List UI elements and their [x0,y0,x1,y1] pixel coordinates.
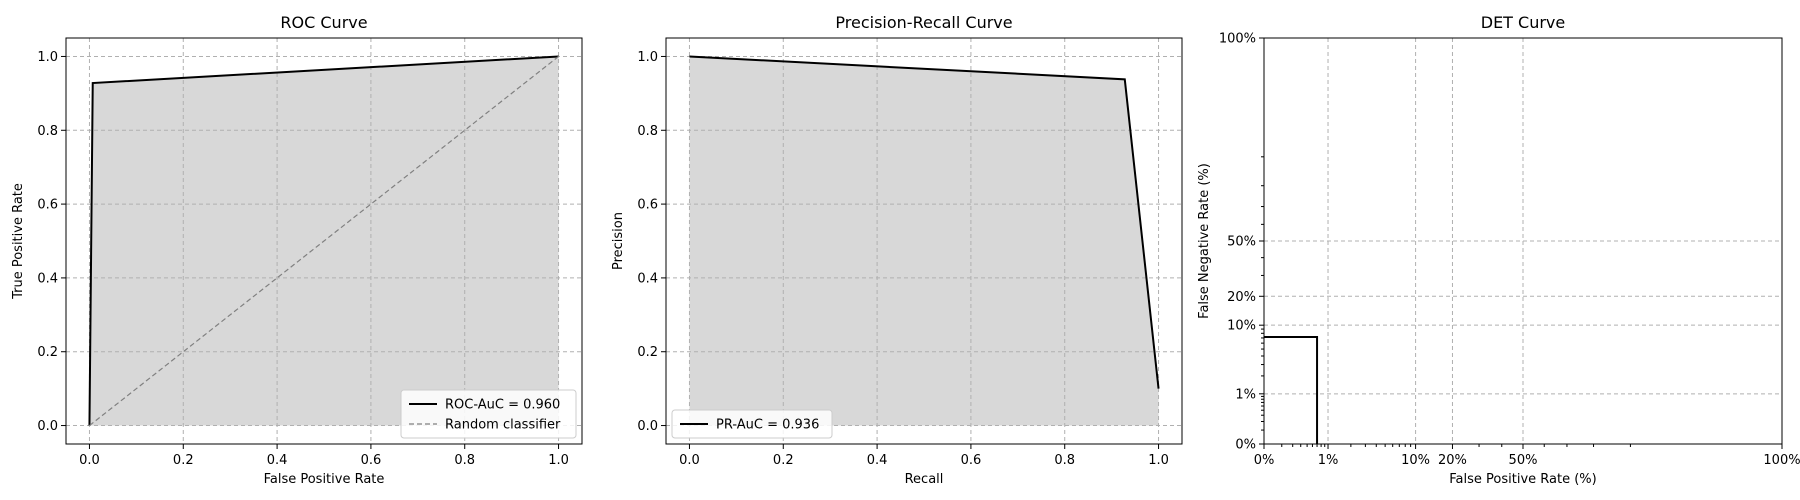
legend-label: Random classifier [445,418,561,433]
chart-panel-3: 0% 1% 10% 20% 50% 100% 0% 1% 10% 20% 50% 100% DET Cu… [1197,13,1800,487]
chart-panel-1: 0.0 0.2 0.4 0.6 0.8 1.0 0.0 0.2 0.4 0.6 0.8 1.0 ROC … [11,13,583,487]
x-tick-label: 50% [1509,453,1538,468]
x-axis-label: Recall [905,472,944,487]
x-tick-label: 0.2 [773,453,794,468]
axes-frame [65,37,583,445]
x-tick-label: 0.0 [679,453,700,468]
y-axis-label: Precision [611,212,626,270]
x-tick-label: 0.4 [867,453,888,468]
y-tick-label: 0.0 [37,419,58,434]
y-axis-label: True Positive Rate [11,183,26,300]
x-tick-label: 0.8 [1054,453,1075,468]
x-tick-label: 1% [1318,453,1339,468]
series-line-1 [1264,335,1319,444]
legend: PR-AuC = 0.936 [671,409,833,439]
axes-frame [665,37,1183,445]
y-tick-label: 0.2 [637,345,658,360]
y-tick-label: 0.8 [637,124,658,139]
series-line-2 [89,55,559,427]
chart-title: ROC Curve [280,13,367,32]
chart-title: DET Curve [1481,13,1566,32]
series-line-1 [88,55,559,426]
x-tick-label: 0.6 [961,453,982,468]
y-tick-label: 1.0 [637,50,658,65]
x-tick-label: 10% [1401,453,1430,468]
y-tick-label: 100% [1219,32,1256,47]
x-axis-label: False Positive Rate [264,472,385,487]
x-tick-label: 0.8 [454,453,475,468]
x-axis-label: False Positive Rate (%) [1449,472,1596,487]
chart-title: Precision-Recall Curve [835,13,1012,32]
series-line-1 [689,55,1160,389]
legend-box [671,409,833,439]
y-tick-label: 50% [1227,235,1256,250]
y-tick-label: 0.2 [37,345,58,360]
y-tick-label: 0.8 [37,124,58,139]
area-fill-1 [689,56,1159,426]
legend-box [400,389,577,439]
y-tick-label: 20% [1227,290,1256,305]
x-tick-label: 0% [1254,453,1275,468]
y-tick-label: 1% [1235,387,1256,402]
y-axis-label: False Negative Rate (%) [1197,163,1212,319]
y-tick-label: 0.4 [37,271,58,286]
x-tick-label: 0.0 [79,453,100,468]
legend-label: ROC-AuC = 0.960 [445,398,560,413]
legend: ROC-AuC = 0.960 Random classifier [400,389,577,439]
x-tick-label: 100% [1763,453,1800,468]
y-tick-label: 10% [1227,319,1256,334]
y-tick-label: 0% [1235,438,1256,453]
x-tick-label: 0.2 [173,453,194,468]
x-tick-label: 0.6 [361,453,382,468]
legend-label: PR-AuC = 0.936 [716,418,819,433]
y-tick-label: 0.6 [637,198,658,213]
y-tick-label: 0.0 [637,419,658,434]
y-tick-label: 0.4 [637,271,658,286]
x-tick-label: 1.0 [1148,453,1169,468]
x-tick-label: 20% [1438,453,1467,468]
y-tick-label: 0.6 [37,198,58,213]
x-tick-label: 0.4 [267,453,288,468]
y-tick-label: 1.0 [37,50,58,65]
chart-panel-2: 0.0 0.2 0.4 0.6 0.8 1.0 0.0 0.2 0.4 0.6 0.8 1.0 Prec… [611,13,1183,487]
x-tick-label: 1.0 [548,453,569,468]
